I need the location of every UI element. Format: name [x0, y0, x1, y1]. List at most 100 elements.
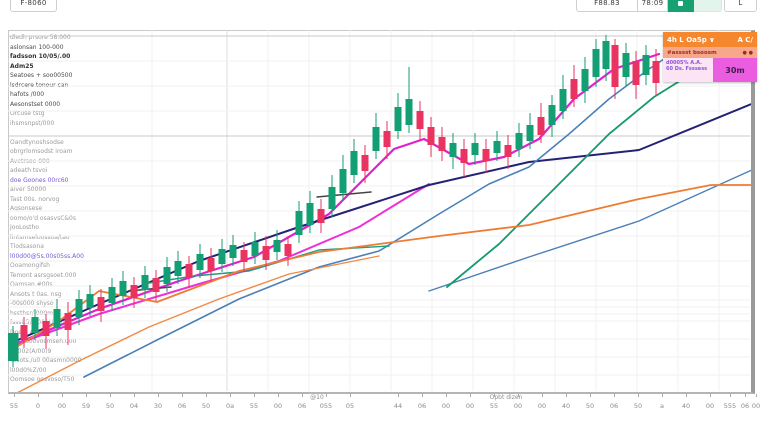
indicator-subrow: #asssst bsoosm ● ● — [663, 47, 757, 58]
candle-body — [394, 107, 402, 131]
axis-annotation: @10 — [310, 394, 324, 401]
axis-tick-label: 04 — [129, 402, 139, 410]
candle-body — [207, 258, 215, 271]
candle-body — [218, 249, 226, 264]
candle-body — [383, 131, 391, 147]
share-button[interactable]: L — [724, 0, 757, 12]
candle-body — [350, 151, 358, 175]
axis-tick-mark — [230, 394, 231, 397]
candle-body — [652, 61, 660, 83]
dark-segment-1 — [316, 191, 372, 198]
ma-orange-lower — [17, 255, 380, 392]
chart-frame — [8, 30, 755, 394]
candle-body — [97, 297, 105, 311]
time-button[interactable]: 78:09 — [638, 0, 668, 12]
indicator-subrow-label: #asssst bsoosm — [667, 49, 717, 56]
axis-tick-label: 40 — [681, 402, 691, 410]
indicator-header[interactable]: 4h L Oa5p ∨ A C/ — [663, 32, 757, 47]
axis-tick-label: 55 — [489, 402, 499, 410]
axis-tick-mark — [686, 394, 687, 397]
candle-body — [515, 133, 523, 149]
axis-tick-label: 06 — [417, 402, 427, 410]
ma-steelblue-long — [428, 169, 751, 292]
candle-body — [130, 285, 138, 298]
axis-tick-mark — [14, 394, 15, 397]
axis-tick-label: 05 — [345, 402, 355, 410]
axis-tick-mark — [662, 394, 663, 397]
x-axis[interactable]: 55 0 00 59 50 04 30 06 50 0a 55 00 06 055 05 44 06 00 00 55… — [0, 394, 760, 426]
axis-tick-mark — [302, 394, 303, 397]
axis-tick-mark — [86, 394, 87, 397]
candle-body — [152, 278, 160, 292]
candle-body — [526, 125, 534, 141]
axis-tick-label: 40 — [561, 402, 571, 410]
axis-tick-label: 00 — [537, 402, 547, 410]
axis-tick-mark — [62, 394, 63, 397]
candle-body — [31, 317, 39, 333]
axis-tick-mark — [470, 394, 471, 397]
candle-body — [163, 267, 171, 284]
axis-tick-label: 06 — [609, 402, 619, 410]
axis-tick-label: 50 — [105, 402, 115, 410]
secondary-action-button[interactable] — [694, 0, 722, 12]
indicator-detail-line2: 60 Ds. Fsssess — [666, 66, 708, 73]
axis-tick-label: 00 — [57, 402, 67, 410]
indicator-subrow-menu[interactable]: ● ● — [742, 49, 753, 56]
chart-canvas[interactable] — [8, 30, 751, 392]
axis-tick-label: a — [660, 402, 664, 410]
price-button[interactable]: F88.83 — [576, 0, 638, 12]
axis-tick-mark — [326, 394, 327, 397]
candle-body — [361, 155, 369, 171]
axis-tick-label: 06 — [177, 402, 187, 410]
indicator-overlay-box: 4h L Oa5p ∨ A C/ #asssst bsoosm ● ● d000… — [663, 32, 757, 82]
ma-orange-upper — [12, 184, 751, 350]
candle-body — [196, 254, 204, 270]
candle-body — [317, 209, 325, 223]
axis-tick-mark — [446, 394, 447, 397]
axis-annotation: Opbt dizen — [489, 394, 523, 401]
axis-tick-label: 55 — [249, 402, 259, 410]
axis-tick-mark — [134, 394, 135, 397]
axis-tick-label: 555 — [723, 402, 737, 410]
indicator-title: 4h L Oa5p ∨ — [667, 35, 715, 44]
candle-body — [141, 275, 149, 290]
candle-body — [548, 105, 556, 125]
candle-body — [185, 264, 193, 278]
candle-body — [611, 45, 619, 87]
candle-body — [642, 55, 650, 75]
candle-body — [251, 242, 259, 256]
indicator-detail-row: d0005% A.A. 60 Ds. Fsssess 30m — [663, 58, 757, 82]
axis-tick-label: 30 — [153, 402, 163, 410]
axis-tick-mark — [182, 394, 183, 397]
axis-tick-mark — [730, 394, 731, 397]
axis-tick-mark — [614, 394, 615, 397]
candle-body — [53, 309, 61, 328]
candle-body — [306, 203, 314, 225]
timeframe-badge[interactable]: 30m — [713, 58, 757, 82]
axis-tick-mark — [350, 394, 351, 397]
indicator-header-actions[interactable]: A C/ — [737, 35, 753, 44]
candle-body — [8, 333, 19, 361]
axis-tick-mark — [110, 394, 111, 397]
snapshot-button[interactable] — [668, 0, 694, 12]
axis-tick-mark — [566, 394, 567, 397]
axis-tick-label: 00 — [513, 402, 523, 410]
candle-body — [229, 245, 237, 258]
axis-tick-mark — [206, 394, 207, 397]
axis-tick-label: 06 — [297, 402, 307, 410]
axis-tick-mark — [38, 394, 39, 397]
snapshot-icon — [678, 0, 683, 6]
candle-body — [602, 41, 610, 69]
axis-tick-label: 00 — [751, 402, 760, 410]
axis-tick-label: 00 — [705, 402, 715, 410]
axis-tick-mark — [158, 394, 159, 397]
axis-tick-label: 055 — [319, 402, 333, 410]
axis-tick-label: 59 — [81, 402, 91, 410]
symbol-button[interactable]: F-8060 — [10, 0, 57, 12]
candle-body — [273, 240, 281, 252]
candle-body — [42, 321, 50, 336]
axis-tick-label: 00 — [273, 402, 283, 410]
candle-body — [405, 99, 413, 125]
candle-body — [20, 325, 28, 340]
axis-tick-label: 50 — [633, 402, 643, 410]
